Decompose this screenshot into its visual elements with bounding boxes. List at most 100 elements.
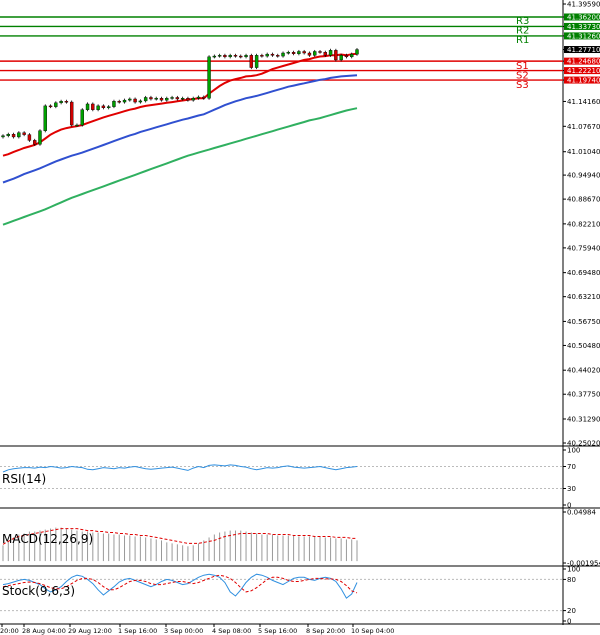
price-axis-label: 41.01040 [567, 148, 600, 156]
time-axis-label: 4 Sep 08:00 [212, 627, 251, 635]
price-axis-label: 40.75940 [567, 244, 600, 252]
candle-body [138, 100, 143, 103]
candle-body [286, 52, 291, 54]
candle-body [1, 135, 5, 138]
time-axis-label: 20:00 [0, 627, 19, 635]
pivot-value-box [564, 13, 600, 21]
rsi-line [2, 464, 358, 473]
current-price-box [564, 46, 600, 54]
pivot-value-s3: 41.19740 [567, 77, 600, 85]
candle-body [223, 55, 227, 58]
price-axis-label: 40.56750 [567, 318, 600, 326]
candle-body [122, 99, 127, 103]
price-axis-label: 40.25020 [567, 440, 600, 448]
candle-body [96, 105, 100, 110]
candle-body [233, 55, 238, 57]
stoch-d-line [2, 574, 358, 594]
candle-body [170, 97, 174, 99]
candle-body [207, 56, 211, 99]
price-axis-label: 41.07670 [567, 123, 600, 131]
pivot-label-s2: S2 [516, 71, 529, 82]
candle-body [64, 101, 69, 103]
candle-body [186, 98, 190, 101]
candle-body [17, 132, 21, 138]
rsi-panel: 100 70 30 0 [0, 447, 580, 510]
candle-body [48, 105, 53, 108]
pivot-value-box [564, 57, 600, 65]
candle-body [328, 50, 333, 56]
candle-body [180, 98, 185, 100]
candle-body [80, 109, 84, 126]
candle-body [307, 52, 312, 56]
pivot-value-r2: 41.33730 [567, 23, 600, 31]
stoch-axis-label: 20 [567, 607, 576, 615]
current-price-label: 41.27710 [567, 46, 600, 54]
candle-body [191, 98, 195, 101]
candle-body [38, 130, 42, 145]
candle-body [165, 98, 169, 101]
candle-body [54, 102, 58, 107]
candle-body [106, 106, 111, 109]
candle-body [249, 55, 254, 68]
time-axis-label: 28 Aug 04:00 [22, 627, 66, 635]
candle-body [149, 97, 153, 100]
pivot-value-s1: 41.24680 [567, 58, 600, 66]
moving-average-line [2, 74, 358, 184]
pivot-value-s2: 41.22210 [567, 67, 600, 75]
candle-body [318, 51, 322, 53]
candle-body [43, 105, 47, 131]
candle-body [175, 97, 180, 100]
time-axis: 20:00 28 Aug 04:00 29 Aug 12:00 1 Sep 16:00… [0, 624, 394, 635]
macd-panel: 0.04984 -0.001954 [2, 509, 600, 568]
candle-body [291, 52, 296, 54]
macd-label: MACD(12,26,9) [2, 532, 93, 546]
pivot-label-r1: R1 [516, 35, 529, 46]
stoch-k-line [2, 573, 358, 599]
price-axis-label: 40.63210 [567, 293, 600, 301]
candle-body [75, 124, 79, 127]
candle-body [281, 52, 285, 57]
candle-body [355, 49, 359, 55]
stoch-axis-label: 100 [567, 566, 580, 574]
candle-body [202, 96, 206, 99]
candle-body [323, 52, 327, 56]
candle-body [112, 101, 116, 107]
candle-body [276, 55, 280, 57]
candle-body [69, 101, 74, 126]
candle-body [217, 55, 222, 57]
candle-body [159, 98, 164, 101]
pivot-label-s3: S3 [516, 80, 529, 91]
time-axis-label: 3 Sep 00:00 [164, 627, 203, 635]
candle-body [91, 103, 95, 110]
macd-signal-line [2, 528, 357, 545]
price-axis-label: 40.31290 [567, 415, 600, 423]
price-axis-label: 40.37750 [567, 391, 600, 399]
time-axis-label: 29 Aug 12:00 [68, 627, 112, 635]
stoch-axis-label: 0 [567, 618, 571, 626]
time-axis-label: 5 Sep 16:00 [258, 627, 297, 635]
candle-body [59, 101, 63, 104]
pivot-value-box [564, 76, 600, 84]
pivot-value-box [564, 32, 600, 40]
price-axis-label: 40.69480 [567, 269, 600, 277]
pivot-value-r3: 41.36200 [567, 13, 600, 21]
price-axis-label: 40.44020 [567, 367, 600, 375]
macd-axis-label: -0.001954 [567, 560, 600, 568]
moving-average-line [2, 52, 358, 157]
candle-body [297, 51, 301, 54]
candle-body [313, 51, 317, 56]
stochastic-panel: 100 80 20 0 [0, 566, 580, 626]
price-panel: 41.39590 41.36200 41.3373041.31260 41.27710… [0, 1, 600, 448]
stoch-label: Stock(9,6,3) [2, 584, 75, 598]
candle-body [334, 50, 338, 61]
time-axis-label: 10 Sep 04:00 [351, 627, 394, 635]
candle-body [6, 134, 10, 136]
candle-body [228, 55, 232, 58]
stoch-axis-label: 80 [567, 576, 576, 584]
rsi-axis-label: 70 [567, 463, 576, 471]
moving-average-line [2, 107, 358, 226]
macd-axis-label: 0.04984 [567, 509, 596, 517]
candle-body [11, 134, 16, 138]
candle-body [212, 55, 217, 58]
